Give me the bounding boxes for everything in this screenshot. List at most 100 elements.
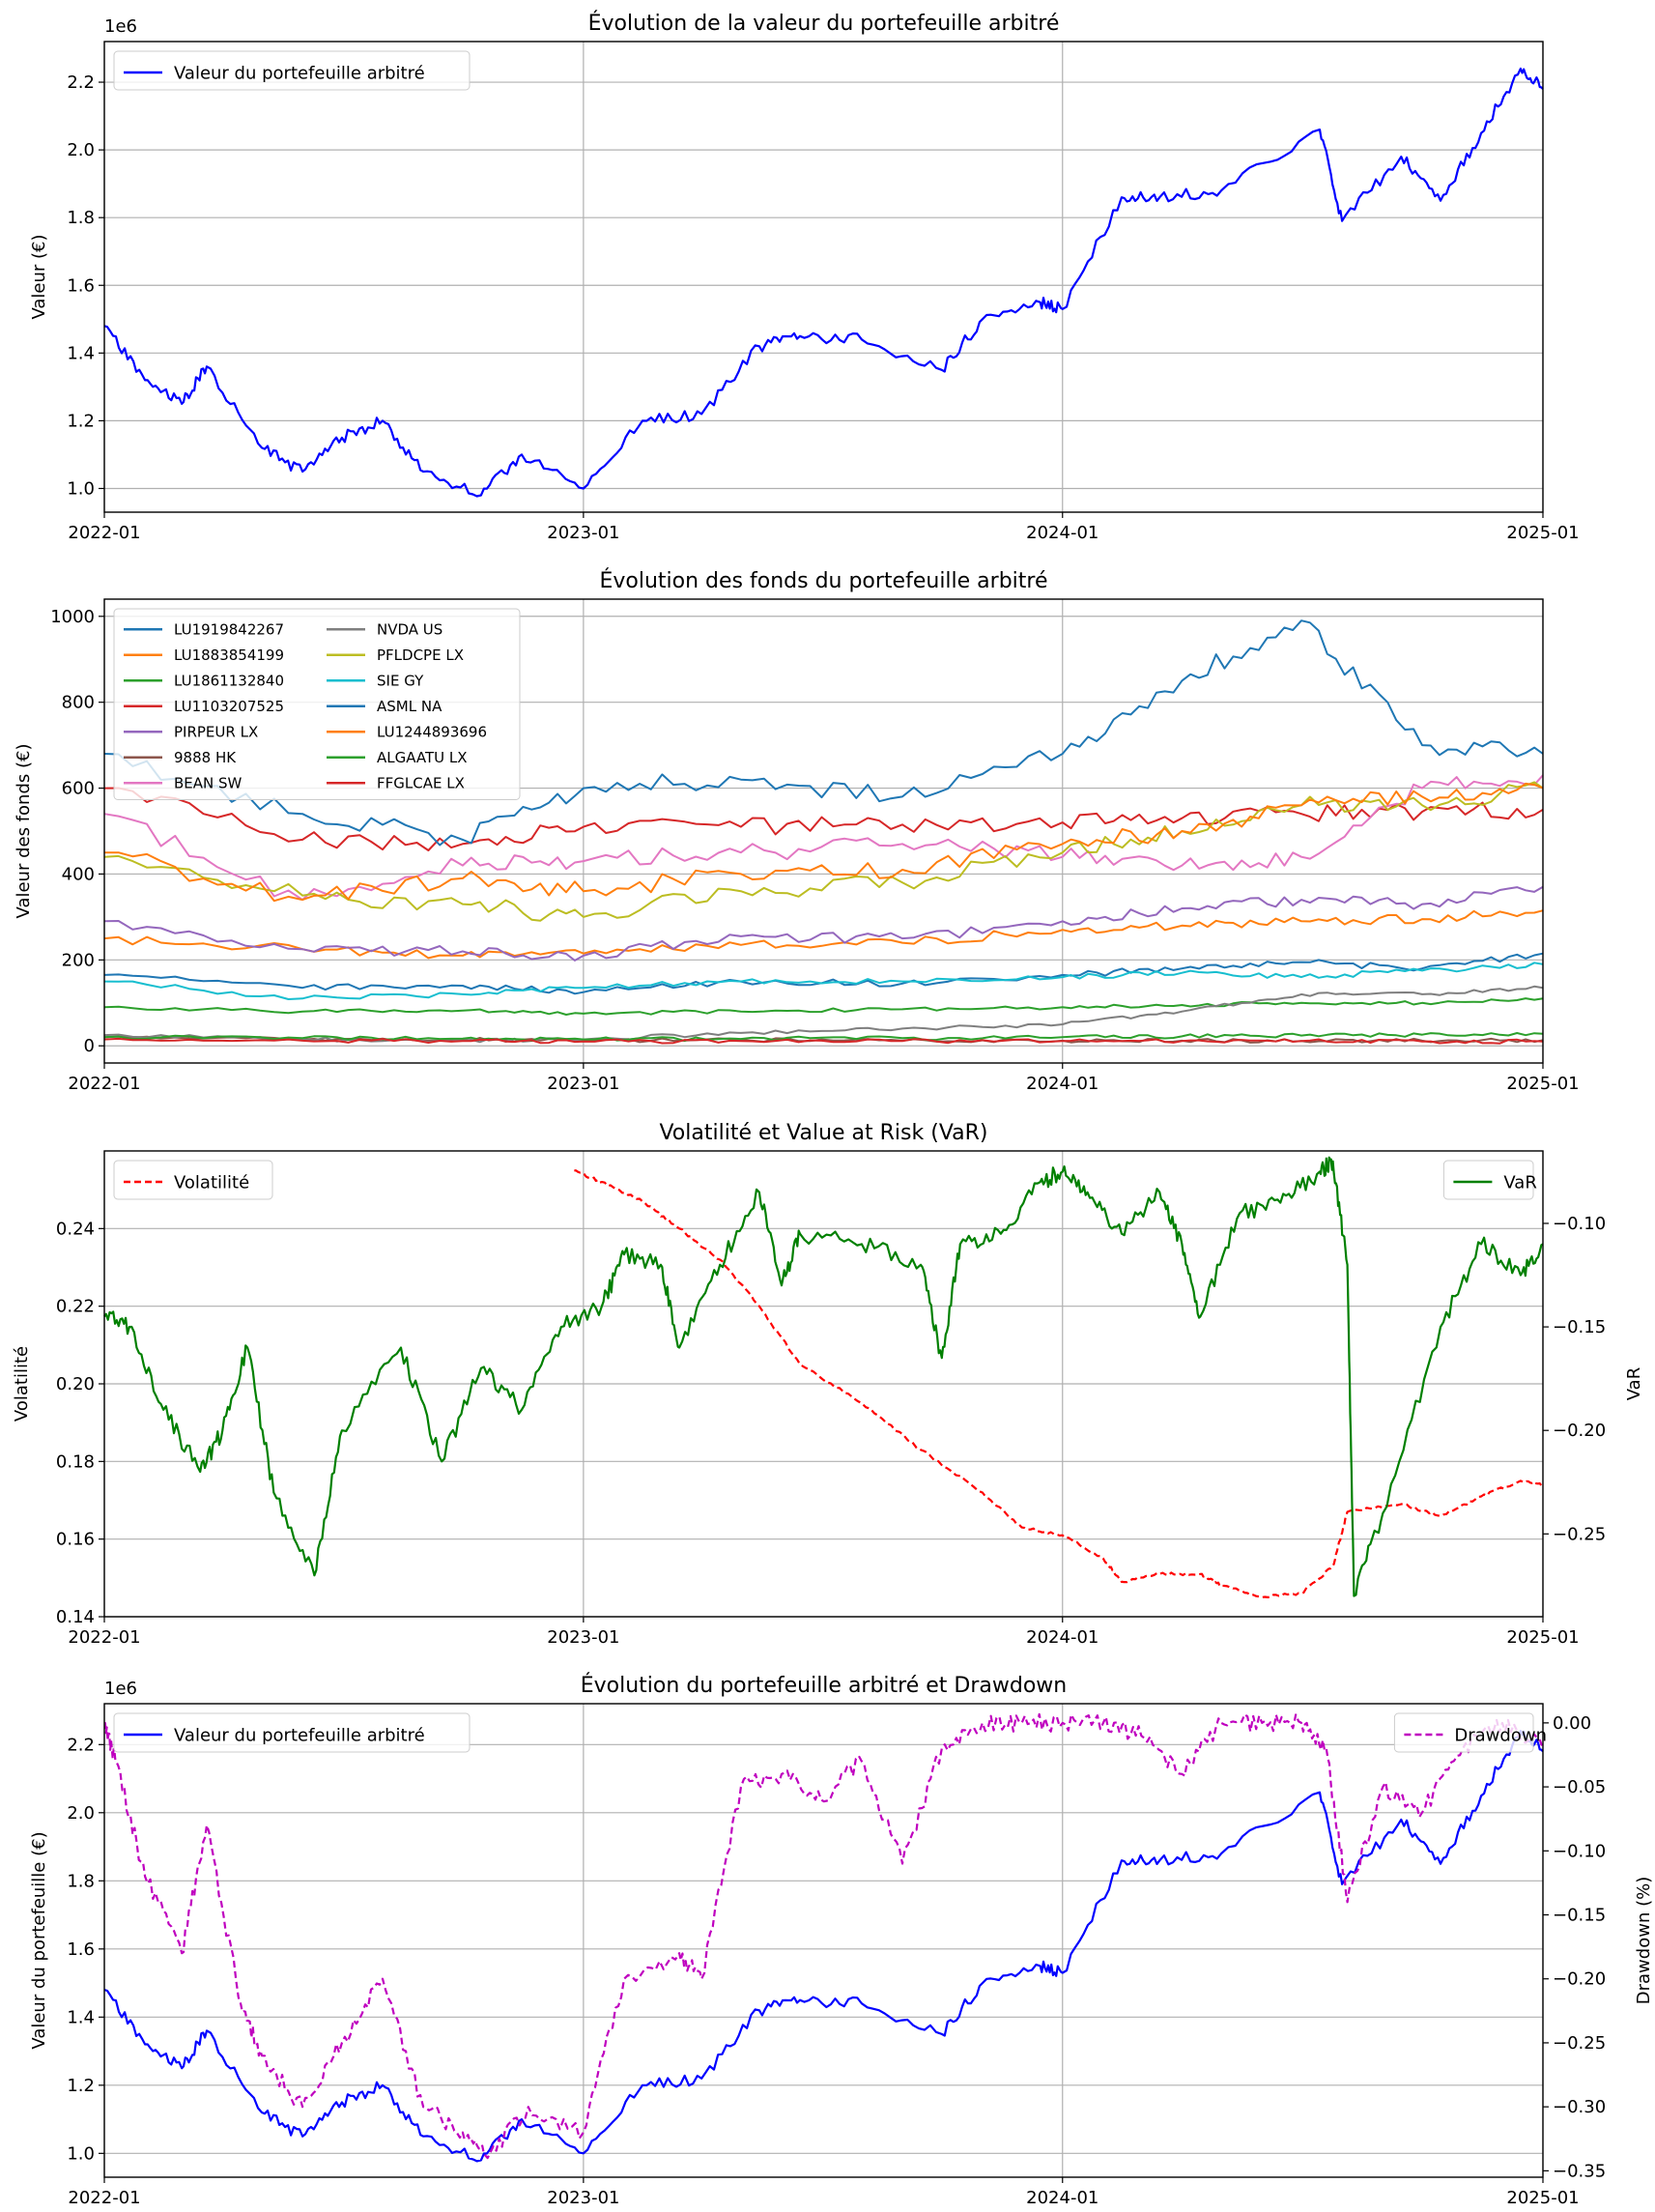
y-right-tick-label: −0.20 <box>1553 1421 1606 1441</box>
y-tick-label: 0.14 <box>56 1607 95 1627</box>
y-right-tick-label: −0.25 <box>1553 2033 1606 2054</box>
legend: VaR <box>1442 1160 1537 1200</box>
x-tick-label: 2025-01 <box>1506 1627 1579 1648</box>
legend: Volatilité <box>113 1160 273 1200</box>
y-tick-label: 1.0 <box>67 2143 95 2164</box>
y-tick-label: 2.2 <box>67 1735 95 1755</box>
y-axis-label: Volatilité <box>12 1346 32 1422</box>
legend-entry: BEAN SW <box>174 775 243 792</box>
fund-line-asml-na <box>103 619 1544 847</box>
chart-title: Évolution du portefeuille arbitré et Dra… <box>581 1673 1068 1698</box>
legend-box <box>113 1712 471 1753</box>
legend-entry: LU1103207525 <box>174 698 284 715</box>
axes-2: 2022-01 2023-01 2024-01 2025-01 0.14 0.16 0.18… <box>12 1121 1644 1648</box>
y-right-tick-label: −0.25 <box>1553 1524 1606 1544</box>
axes-3: 2022-01 2023-01 2024-01 2025-01 1.0 1.2 1.4 1.6… <box>29 1673 1654 2208</box>
y-tick-label: 1.8 <box>67 1871 95 1891</box>
y-right-tick-label: −0.35 <box>1553 2161 1606 2181</box>
axes-frame-3 <box>103 1703 1544 2178</box>
x-tick-label: 2024-01 <box>1026 1627 1099 1648</box>
legend-entry: LU1883854199 <box>174 646 284 664</box>
legend: Valeur du portefeuille arbitré <box>113 1712 471 1753</box>
y-tick-label: 0.20 <box>56 1374 95 1394</box>
y-tick-label: 2.0 <box>67 140 95 160</box>
legend-entry: 9888 HK <box>174 749 237 766</box>
y-tick-label: 1.2 <box>67 2076 95 2096</box>
x-tick-label: 2023-01 <box>547 1074 619 1094</box>
x-tick-label: 2022-01 <box>68 2188 140 2208</box>
portfolio-value-line-2 <box>103 1730 1544 2163</box>
y-tick-label: 1.4 <box>67 2007 95 2027</box>
fund-line-lu1919842267 <box>103 952 1544 995</box>
y-tick-label: 2.0 <box>67 1803 95 1824</box>
y-axis-label: Valeur (€) <box>29 234 49 319</box>
x-tick-label: 2022-01 <box>68 1074 140 1094</box>
legend-entry: Valeur du portefeuille arbitré <box>174 63 425 83</box>
y-right-tick-label: −0.30 <box>1553 2097 1606 2117</box>
fund-line-lu1861132840 <box>103 997 1544 1016</box>
y-tick-label: 0.16 <box>56 1530 95 1550</box>
y-tick-label: 0.18 <box>56 1451 95 1472</box>
legend-entry: SIE GY <box>377 673 424 690</box>
y-right-tick-label: −0.05 <box>1553 1777 1606 1797</box>
fund-line-pfldcpe-lx <box>103 781 1544 922</box>
y-offset-label: 1e6 <box>104 16 137 37</box>
legend-entry: Valeur du portefeuille arbitré <box>174 1725 425 1745</box>
fund-line-algaatu-lx <box>103 1032 1544 1043</box>
legend-entry: Volatilité <box>174 1172 249 1192</box>
x-tick-label: 2025-01 <box>1506 2188 1579 2208</box>
fund-line-lu1883854199 <box>103 909 1544 960</box>
y-tick-label: 600 <box>62 779 95 799</box>
axes-frame-2 <box>103 1150 1544 1618</box>
y-tick-label: 0.22 <box>56 1297 95 1317</box>
x-tick-label: 2025-01 <box>1506 1074 1579 1094</box>
y-tick-label: 1.4 <box>67 343 95 363</box>
y-right-axis-label: VaR <box>1624 1367 1644 1400</box>
y-tick-label: 2.2 <box>67 72 95 93</box>
y-tick-label: 200 <box>62 950 95 970</box>
x-tick-label: 2022-01 <box>68 1627 140 1648</box>
legend: LU1919842267 LU1883854199 LU1861132840 LU11… <box>113 608 521 800</box>
legend-box <box>113 1160 273 1200</box>
fund-line-sie-gy <box>103 962 1544 1000</box>
x-tick-label: 2024-01 <box>1026 1074 1099 1094</box>
y-axis-label: Valeur des fonds (€) <box>14 744 34 919</box>
legend: Valeur du portefeuille arbitré <box>113 50 471 91</box>
legend-box <box>113 608 521 800</box>
legend-entry: FFGLCAE LX <box>377 775 465 792</box>
y-right-tick-label: −0.15 <box>1553 1317 1606 1337</box>
y-offset-label: 1e6 <box>104 1679 137 1699</box>
y-right-tick-label: 0.00 <box>1553 1713 1591 1734</box>
y-tick-label: 1.8 <box>67 208 95 228</box>
volatility-line <box>574 1169 1544 1598</box>
x-tick-label: 2024-01 <box>1026 523 1099 543</box>
legend-entry: ALGAATU LX <box>377 749 468 766</box>
fund-line-lu1244893696 <box>104 782 1544 903</box>
y-tick-label: 1.2 <box>67 411 95 431</box>
x-tick-label: 2023-01 <box>547 2188 619 2208</box>
drawdown-line <box>103 1712 1545 2160</box>
legend-entry: VaR <box>1503 1172 1536 1192</box>
legend-entry: LU1244893696 <box>377 724 487 741</box>
legend-entry: LU1919842267 <box>174 621 284 639</box>
fund-line-nvda-us <box>103 985 1544 1044</box>
axes-0: 2022-01 2023-01 2024-01 2025-01 1.0 1.2 1.4 1.6… <box>29 11 1580 543</box>
legend-entry: PFLDCPE LX <box>377 646 464 664</box>
portfolio-value-line <box>103 67 1544 498</box>
y-axis-label: Valeur du portefeuille (€) <box>29 1831 49 2049</box>
y-tick-label: 1.0 <box>67 478 95 499</box>
legend-entry: PIRPEUR LX <box>174 724 258 741</box>
y-tick-label: 0.24 <box>56 1219 95 1239</box>
fund-line-pirpeur-lx <box>103 885 1544 962</box>
y-right-tick-label: −0.15 <box>1553 1906 1606 1926</box>
x-tick-label: 2024-01 <box>1026 2188 1099 2208</box>
axes-frame-0 <box>103 41 1544 513</box>
legend: Drawdown <box>1393 1712 1547 1753</box>
x-tick-label: 2022-01 <box>68 523 140 543</box>
legend-entry: LU1861132840 <box>174 673 284 690</box>
legend-box <box>113 50 471 91</box>
y-right-axis-label: Drawdown (%) <box>1634 1877 1654 2004</box>
x-tick-label: 2025-01 <box>1506 523 1579 543</box>
y-right-tick-label: −0.10 <box>1553 1841 1606 1861</box>
